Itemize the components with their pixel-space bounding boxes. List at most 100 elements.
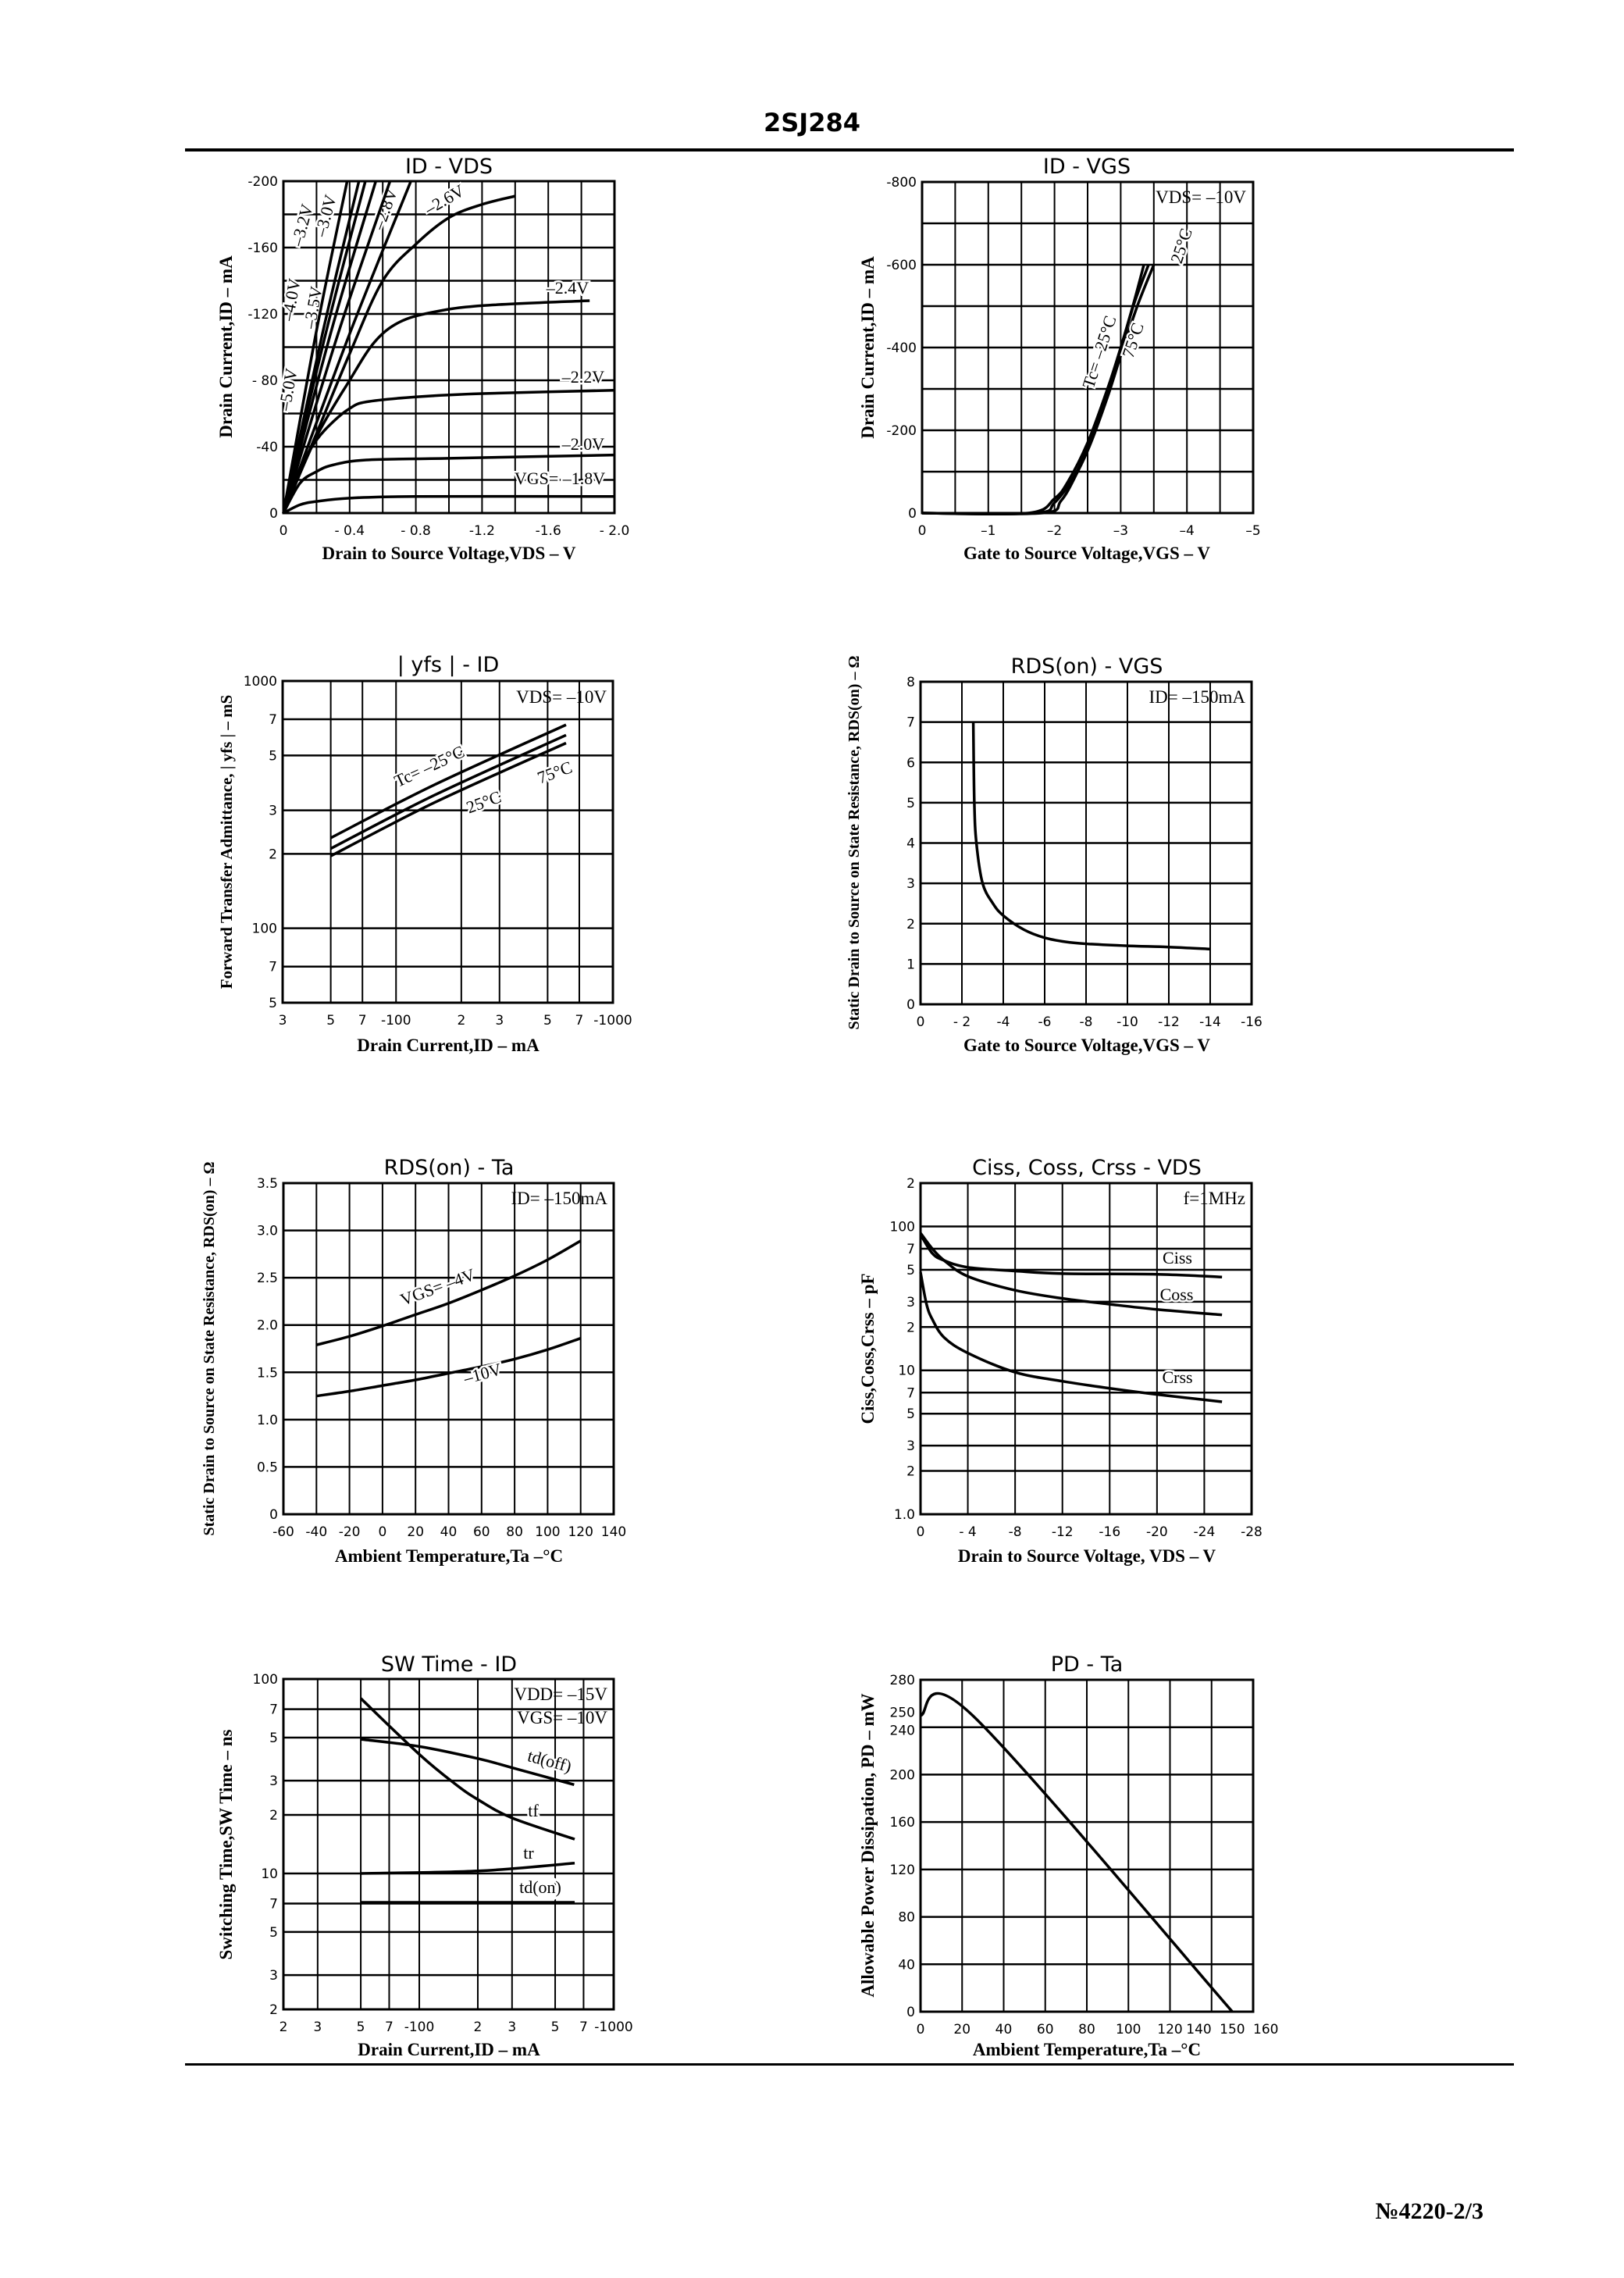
part-number-header: 2SJ284 (763, 108, 860, 137)
y-tick-label: 1.5 (257, 1365, 278, 1381)
y-tick-label: 5 (269, 1731, 278, 1746)
x-tick-label: 0 (918, 523, 927, 539)
y-tick-label: 0 (906, 2005, 915, 2020)
chart-title-capacitance-vds: Ciss, Coss, Crss - VDS (972, 1156, 1202, 1180)
x-tick-label: -40 (305, 1524, 327, 1540)
y-tick-label: 3 (906, 1438, 915, 1454)
footer-rule (185, 2063, 1514, 2066)
y-tick-label: 3.5 (257, 1176, 278, 1192)
chart-title-swtime-id: SW Time - ID (380, 1652, 518, 1677)
series-line (282, 180, 412, 514)
y-tick-label: 6 (906, 755, 915, 771)
series-label: –4.0V (277, 277, 304, 323)
x-tick-label: 40 (995, 2022, 1013, 2037)
x-tick-label: -28 (1241, 1524, 1263, 1540)
y-tick-label: 280 (890, 1673, 915, 1688)
y-tick-label: 1 (906, 957, 915, 972)
chart-title-yfs-id: | yfs | - ID (397, 653, 500, 677)
series-line (919, 1232, 1223, 1317)
x-tick-label: - 0.4 (335, 523, 365, 539)
x-tick-label: 140 (1186, 2022, 1211, 2037)
y-tick-label: 2 (269, 2002, 278, 2018)
y-tick-label: -160 (248, 241, 278, 256)
y-tick-label: 1000 (244, 674, 277, 690)
x-axis-label-rds-vgs: Gate to Source Voltage,VGS – V (963, 1036, 1211, 1055)
y-tick-label: 0 (908, 506, 917, 522)
x-tick-label: -10 (1116, 1014, 1138, 1030)
plot-frame (921, 180, 1255, 515)
x-tick-label: 5 (551, 2020, 560, 2035)
series-label: –2.2V (561, 367, 605, 387)
x-tick-label: 0 (378, 1524, 386, 1540)
x-tick-label: 5 (543, 1013, 552, 1028)
y-tick-label: 100 (890, 1219, 915, 1235)
x-tick-label: 7 (579, 2020, 588, 2035)
x-tick-label: -12 (1052, 1524, 1074, 1540)
series-line (282, 180, 392, 514)
y-tick-label: - 80 (252, 373, 278, 389)
series-line (283, 494, 615, 515)
series-line (329, 723, 567, 840)
y-tick-label: 2 (906, 917, 915, 932)
y-tick-label: 8 (906, 675, 915, 690)
x-tick-label: -8 (1080, 1014, 1093, 1030)
y-tick-label: 3.0 (257, 1224, 278, 1239)
x-tick-label: -100 (381, 1013, 411, 1028)
y-tick-label: -400 (886, 340, 917, 356)
series-line (360, 1738, 575, 1787)
y-tick-label: 3 (269, 804, 277, 819)
y-tick-label: -120 (248, 307, 278, 323)
series-label: 25°C (464, 786, 504, 817)
y-tick-label: 2 (269, 847, 277, 862)
x-tick-label: - 0.8 (401, 523, 431, 539)
x-tick-label: -20 (339, 1524, 361, 1540)
x-tick-label: 7 (575, 1013, 584, 1028)
x-axis-label-capacitance-vds: Drain to Source Voltage, VDS – V (957, 1546, 1216, 1566)
x-tick-label: -60 (272, 1524, 294, 1540)
series-line (282, 180, 361, 514)
annotation-rds-ta: ID= –150mA (506, 1185, 612, 1212)
x-tick-label: - 4 (959, 1524, 976, 1540)
series-label: td(off) (525, 1745, 574, 1776)
x-tick-label: -8 (1009, 1524, 1022, 1540)
series-label: VGS= –4V (397, 1264, 477, 1310)
y-tick-label: 250 (890, 1706, 915, 1721)
x-tick-label: - 2 (953, 1014, 970, 1030)
y-tick-label: -800 (886, 175, 917, 191)
series-label: 25°C (1166, 226, 1196, 266)
x-axis-label-id-vds: Drain to Source Voltage,VDS – V (322, 544, 576, 563)
series-line (282, 453, 615, 514)
x-tick-label: -20 (1146, 1524, 1168, 1540)
x-tick-label: 120 (568, 1524, 593, 1540)
y-tick-label: -600 (886, 258, 917, 273)
series-label: tf (528, 1801, 539, 1820)
series-line (282, 194, 516, 514)
y-tick-label: 200 (890, 1767, 915, 1783)
y-tick-label: 100 (252, 922, 277, 937)
x-tick-label: 0 (917, 2022, 925, 2037)
x-tick-label: 80 (1078, 2022, 1095, 2037)
series-label: Crss (1162, 1367, 1192, 1387)
annotation-rds-vgs: ID= –150mA (1144, 684, 1250, 711)
y-tick-label: 7 (269, 1897, 278, 1913)
y-tick-label: 1.0 (257, 1413, 278, 1428)
y-tick-label: 3 (906, 876, 915, 892)
y-tick-label: 2 (906, 1320, 915, 1335)
plot-frame (919, 680, 1253, 1006)
x-tick-label: –1 (981, 523, 995, 539)
x-tick-label: 160 (1253, 2022, 1278, 2037)
x-tick-label: 0 (280, 523, 288, 539)
plot-frame (919, 1678, 1255, 2013)
x-tick-label: 5 (326, 1013, 335, 1028)
series-line (920, 1692, 1234, 2013)
y-tick-label: 2 (906, 1464, 915, 1480)
annotation-yfs-id: VDS= –10V (511, 684, 611, 711)
y-tick-label: 2.0 (257, 1318, 278, 1334)
y-tick-label: 7 (269, 1702, 278, 1718)
y-tick-label: 80 (898, 1910, 915, 1926)
series-label: Ciss (1163, 1248, 1192, 1267)
y-tick-label: 5 (906, 796, 915, 811)
x-tick-label: 20 (953, 2022, 970, 2037)
series-label: td(on) (519, 1877, 561, 1897)
y-tick-label: -40 (256, 440, 278, 455)
